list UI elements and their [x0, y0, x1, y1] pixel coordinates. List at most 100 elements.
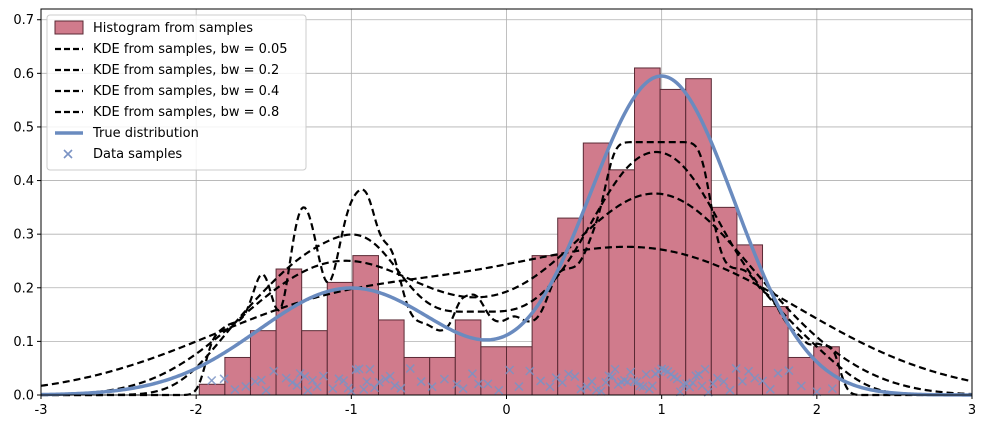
sample-marker — [545, 382, 555, 392]
sample-marker — [241, 381, 251, 391]
true-distribution-curve — [40, 74, 972, 397]
legend-label-kde-005: KDE from samples, bw = 0.05 — [93, 42, 288, 57]
sample-marker — [467, 369, 477, 379]
sample-marker — [796, 381, 806, 391]
histogram-bar — [301, 330, 328, 396]
sample-marker — [483, 379, 493, 389]
legend-label-true: True distribution — [92, 126, 199, 141]
y-tick-label: 0.4 — [13, 174, 34, 189]
sample-marker — [300, 371, 310, 381]
x-tick-label: 2 — [813, 403, 821, 418]
y-tick-label: 0.3 — [13, 228, 34, 243]
legend-label-kde-08: KDE from samples, bw = 0.8 — [93, 105, 279, 120]
sample-marker — [351, 365, 361, 375]
sample-marker — [303, 385, 313, 396]
legend-label-samples: Data samples — [93, 147, 182, 162]
sample-marker — [334, 374, 344, 384]
sample-marker — [494, 385, 504, 395]
sample-marker — [719, 377, 729, 387]
sample-marker — [365, 364, 375, 374]
sample-marker — [757, 376, 768, 386]
sample-marker — [318, 371, 328, 381]
x-tick-label: 0 — [502, 403, 510, 418]
legend-box — [46, 14, 307, 171]
sample-marker — [551, 373, 561, 383]
sample-marker — [685, 382, 695, 392]
sample-marker — [812, 387, 822, 397]
x-tick-label: 3 — [968, 403, 976, 418]
y-tick-label: 0.2 — [13, 281, 34, 296]
sample-marker — [339, 376, 349, 386]
histogram-bar — [377, 319, 405, 396]
sample-marker — [632, 377, 642, 387]
sample-marker — [354, 364, 364, 374]
sample-marker — [647, 381, 657, 391]
sample-marker — [635, 381, 645, 391]
x-tick-label: 1 — [658, 403, 666, 418]
sample-marker — [312, 382, 322, 392]
sample-marker — [207, 375, 217, 386]
legend-swatch-samples — [63, 149, 73, 159]
sample-marker — [427, 382, 437, 392]
histogram-bar — [659, 88, 687, 396]
sample-marker — [416, 377, 426, 387]
histogram-bar — [249, 330, 277, 396]
sample-marker — [308, 375, 318, 385]
sample-marker — [610, 364, 620, 374]
histogram-bar — [198, 383, 226, 396]
kde-curves — [40, 141, 973, 397]
sample-marker — [731, 363, 741, 373]
sample-marker — [712, 373, 723, 383]
sample-marker — [536, 376, 546, 386]
sample-marker — [390, 381, 400, 391]
sample-marker — [396, 383, 406, 393]
true-distribution-line — [40, 74, 972, 397]
sample-marker — [295, 368, 305, 379]
x-tick-label: -3 — [35, 403, 48, 418]
legend-label-kde-02: KDE from samples, bw = 0.2 — [93, 63, 279, 78]
sample-marker — [725, 385, 735, 395]
sample-marker — [570, 372, 580, 382]
x-tick-label: -2 — [190, 403, 203, 418]
sample-marker — [700, 364, 710, 374]
sample-marker — [328, 383, 338, 394]
sample-marker — [256, 375, 266, 385]
sample-marker — [281, 373, 291, 383]
sample-marker — [452, 379, 462, 389]
histogram-bar — [634, 67, 661, 396]
sample-marker — [641, 369, 651, 379]
sample-marker — [287, 377, 297, 387]
sample-marker — [678, 379, 688, 390]
data-samples — [207, 363, 837, 397]
histogram-bar — [454, 319, 482, 396]
kde-curve-bw-005 — [41, 141, 972, 397]
y-tick-label: 0.6 — [13, 67, 34, 82]
sample-marker — [230, 385, 240, 395]
y-tick-label: 0.1 — [13, 335, 34, 350]
histogram-bar — [608, 169, 636, 396]
sample-marker — [576, 384, 586, 394]
sample-marker — [374, 377, 384, 387]
sample-marker — [261, 385, 271, 395]
sample-marker — [596, 386, 606, 396]
histogram-bar — [275, 268, 303, 396]
histogram-bar — [352, 255, 379, 396]
sample-marker — [638, 382, 648, 392]
sample-marker — [765, 384, 775, 394]
sample-marker — [362, 377, 372, 387]
sample-marker — [292, 380, 302, 390]
sample-marker — [607, 372, 617, 382]
sample-marker — [525, 366, 535, 376]
histogram-bar — [762, 306, 789, 396]
sample-marker — [514, 382, 524, 392]
histogram-bar — [224, 356, 251, 396]
sample-marker — [380, 374, 391, 384]
sample-marker — [219, 374, 229, 384]
sample-marker — [688, 378, 698, 388]
sample-marker — [784, 366, 794, 376]
sample-marker — [827, 384, 837, 394]
sample-marker — [405, 364, 415, 374]
y-tick-label: 0.0 — [13, 389, 34, 404]
legend-label-kde-04: KDE from samples, bw = 0.4 — [93, 84, 279, 99]
